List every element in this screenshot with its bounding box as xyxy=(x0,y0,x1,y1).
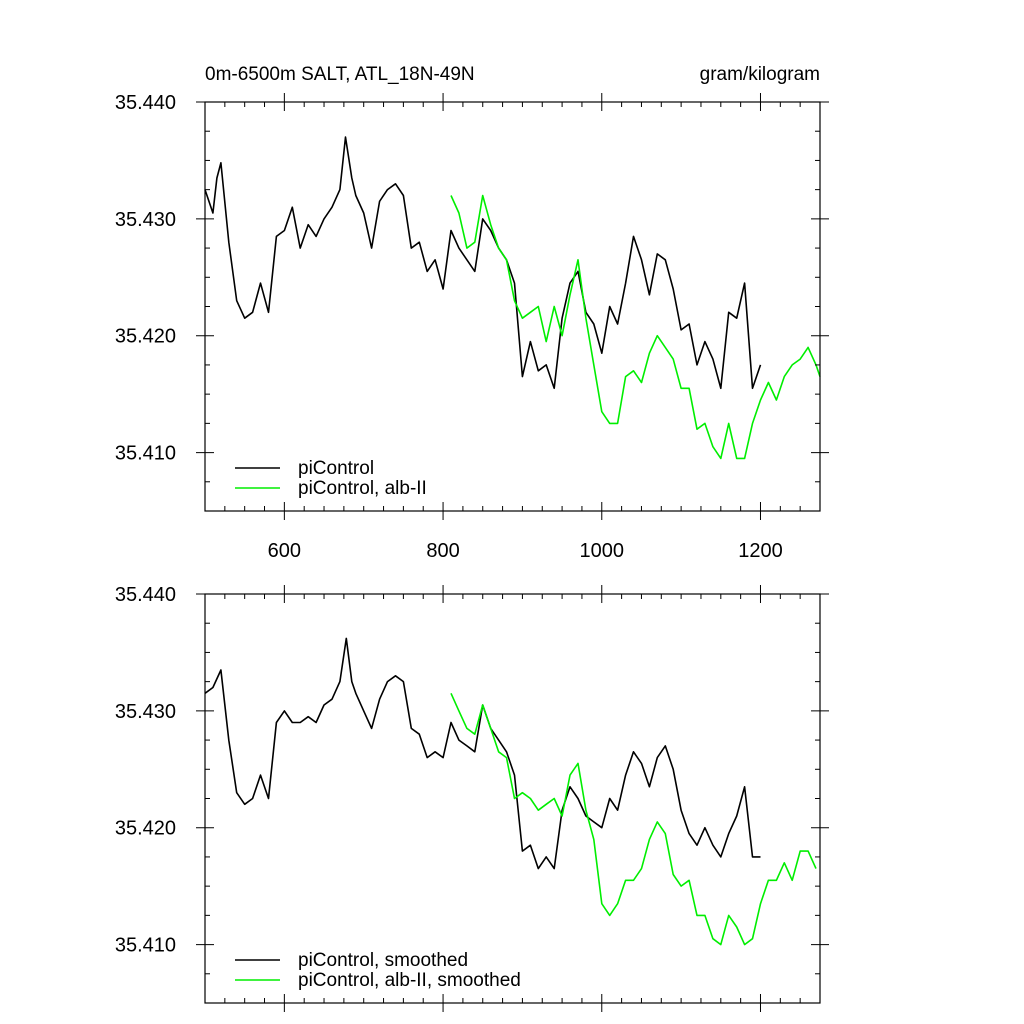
series-line-picontrol-alb-ii-smoothed xyxy=(450,692,817,946)
x-tick-label: 1200 xyxy=(738,540,783,562)
x-tick-label: 800 xyxy=(426,540,459,562)
series-line-picontrol xyxy=(204,136,762,390)
legend-label: piControl, alb-II xyxy=(298,478,427,499)
y-tick-label: 35.440 xyxy=(115,584,176,606)
y-tick-label: 35.430 xyxy=(115,209,176,231)
top-panel: 35.410 35.420 35.430 35.440 600 800 1000 1200 pi… xyxy=(115,92,829,562)
series-line-picontrol-alb-ii xyxy=(450,194,821,460)
plot-frame xyxy=(204,593,821,1004)
legend-label: piControl xyxy=(298,458,374,479)
units-label: gram/kilogram xyxy=(699,64,820,85)
x-tick-label: 1000 xyxy=(580,540,625,562)
legend-label: piControl, smoothed xyxy=(298,950,468,971)
chart-title: 0m-6500m SALT, ATL_18N-49N xyxy=(205,64,475,85)
legend-label: piControl, alb-II, smoothed xyxy=(298,970,521,991)
bottom-panel: 35.410 35.420 35.430 35.440 piControl, smoot… xyxy=(115,584,829,1012)
x-tick-label: 600 xyxy=(268,540,301,562)
y-tick-label: 35.420 xyxy=(115,326,176,348)
y-tick-label: 35.420 xyxy=(115,818,176,840)
plot-frame xyxy=(204,101,821,512)
y-tick-label: 35.430 xyxy=(115,701,176,723)
series-line-picontrol-smoothed xyxy=(204,637,761,870)
y-tick-label: 35.410 xyxy=(115,935,176,957)
y-tick-label: 35.410 xyxy=(115,443,176,465)
y-tick-label: 35.440 xyxy=(115,92,176,114)
